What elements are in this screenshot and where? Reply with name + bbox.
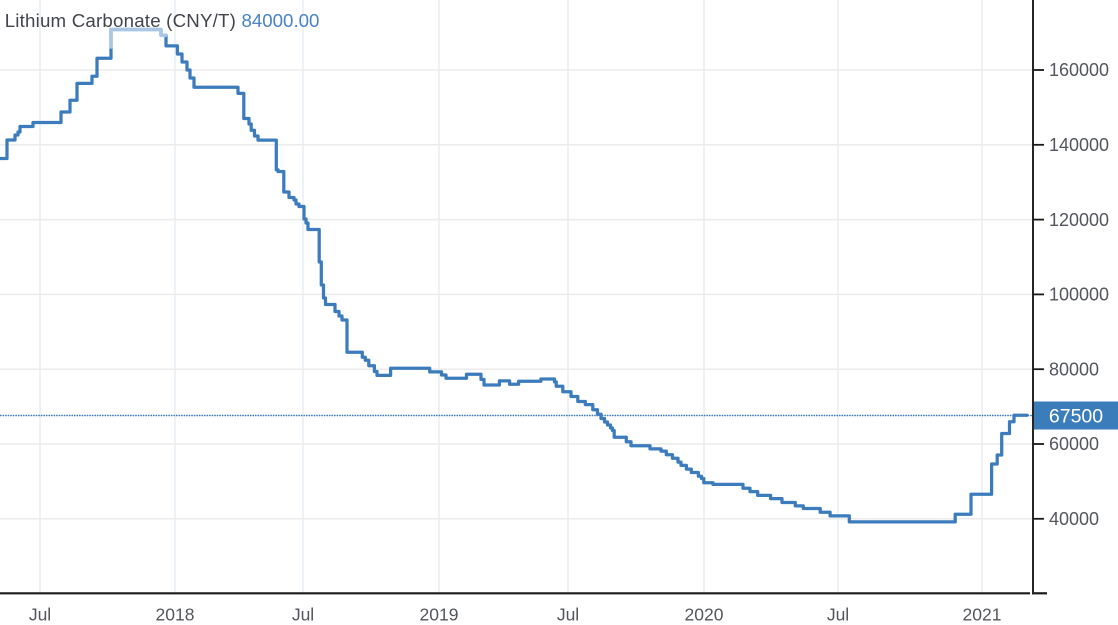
svg-text:Lithium Carbonate (CNY/T) 8400: Lithium Carbonate (CNY/T) 84000.00 <box>5 10 320 31</box>
svg-text:40000: 40000 <box>1049 509 1099 529</box>
svg-text:140000: 140000 <box>1049 135 1109 155</box>
svg-text:2018: 2018 <box>156 605 195 625</box>
svg-text:Jul: Jul <box>827 605 849 625</box>
svg-text:160000: 160000 <box>1049 60 1109 80</box>
svg-text:67500: 67500 <box>1049 405 1103 427</box>
svg-text:Jul: Jul <box>29 605 51 625</box>
svg-text:Jul: Jul <box>557 605 579 625</box>
svg-text:120000: 120000 <box>1049 210 1109 230</box>
svg-text:2021: 2021 <box>963 605 1002 625</box>
svg-text:100000: 100000 <box>1049 285 1109 305</box>
svg-text:2020: 2020 <box>685 605 724 625</box>
svg-text:2019: 2019 <box>420 605 459 625</box>
svg-text:60000: 60000 <box>1049 434 1099 454</box>
svg-text:80000: 80000 <box>1049 359 1099 379</box>
svg-text:Jul: Jul <box>292 605 314 625</box>
